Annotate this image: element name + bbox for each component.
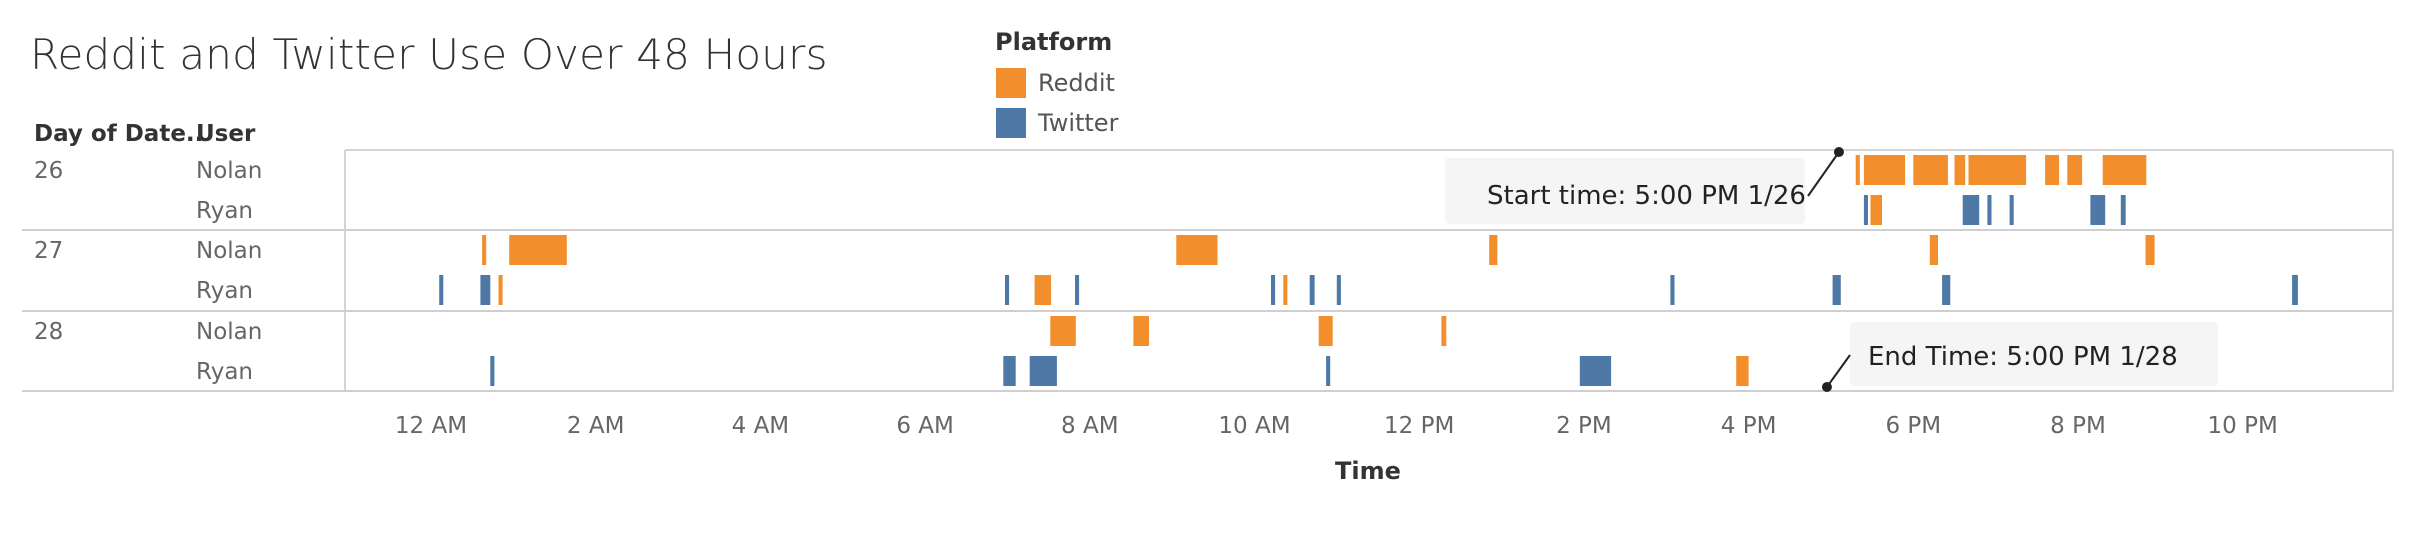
start-annotation-leader [1807, 151, 1840, 197]
session-bar-26-ryan-twitter-3 [2009, 195, 2014, 225]
session-bar-27-ryan-twitter-6 [1336, 275, 1341, 305]
start-annotation-dot [1833, 147, 1844, 157]
day-label-26: 26 [34, 158, 63, 184]
session-bar-27-nolan-reddit-0 [482, 235, 487, 265]
legend-label-twitter: Twitter [1038, 109, 1119, 137]
user-label-27-ryan: Ryan [196, 278, 253, 304]
session-bar-27-ryan-twitter-3 [1075, 275, 1080, 305]
legend-swatch-twitter [996, 108, 1026, 138]
session-bar-26-ryan-twitter-5 [2120, 195, 2126, 225]
session-bar-26-ryan-twitter-1 [1962, 195, 1980, 225]
x-tick-12-pm: 12 PM [1384, 413, 1454, 439]
header-user: User [196, 121, 256, 147]
session-bar-27-nolan-reddit-5 [2145, 235, 2155, 265]
session-bar-26-nolan-reddit-0 [1855, 155, 1860, 185]
x-tick-2-am: 2 AM [567, 413, 625, 439]
session-bar-27-ryan-twitter-0 [439, 275, 444, 305]
session-bar-28-ryan-reddit-0 [1736, 356, 1749, 386]
user-label-26-nolan: Nolan [196, 158, 262, 184]
session-bar-28-nolan-reddit-0 [1050, 316, 1076, 346]
end-annotation-box [1850, 322, 2218, 386]
session-bar-26-nolan-reddit-1 [1863, 155, 1906, 185]
session-bar-27-ryan-twitter-7 [1670, 275, 1675, 305]
x-tick-12-am: 12 AM [395, 413, 467, 439]
session-bar-27-nolan-reddit-2 [1176, 235, 1218, 265]
x-tick-6-pm: 6 PM [1885, 413, 1941, 439]
session-bar-26-nolan-reddit-4 [1968, 155, 2027, 185]
session-bar-27-ryan-reddit-1 [1034, 275, 1052, 305]
end-annotation-text: End Time: 5:00 PM 1/28 [1868, 342, 2178, 372]
x-tick-6-am: 6 AM [896, 413, 954, 439]
x-tick-10-pm: 10 PM [2208, 413, 2278, 439]
header-day-of-date: Day of Date.. [34, 121, 203, 147]
session-bar-27-ryan-twitter-4 [1271, 275, 1276, 305]
session-bar-27-ryan-twitter-1 [480, 275, 491, 305]
session-bar-27-ryan-reddit-0 [498, 275, 503, 305]
session-bar-26-ryan-twitter-0 [1863, 195, 1868, 225]
x-tick-2-pm: 2 PM [1556, 413, 1612, 439]
session-bar-27-nolan-reddit-1 [509, 235, 567, 265]
session-bar-26-ryan-twitter-4 [2090, 195, 2106, 225]
x-tick-8-pm: 8 PM [2050, 413, 2106, 439]
session-bar-26-nolan-reddit-6 [2067, 155, 2083, 185]
day-label-27: 27 [34, 238, 63, 264]
session-bar-27-ryan-reddit-2 [1283, 275, 1288, 305]
session-bar-27-nolan-reddit-4 [1929, 235, 1938, 265]
day-label-28: 28 [34, 319, 63, 345]
session-bar-26-ryan-twitter-2 [1987, 195, 1992, 225]
legend-item-twitter[interactable]: Twitter [996, 108, 1118, 138]
legend-item-reddit[interactable]: Reddit [996, 68, 1115, 98]
x-tick-8-am: 8 AM [1061, 413, 1119, 439]
session-bar-28-ryan-twitter-0 [490, 356, 495, 386]
session-bar-27-ryan-twitter-9 [1942, 275, 1951, 305]
end-annotation-leader [1826, 354, 1851, 388]
x-tick-4-am: 4 AM [732, 413, 790, 439]
start-annotation-text: Start time: 5:00 PM 1/26 [1487, 181, 1806, 211]
end-annotation-dot [1821, 382, 1832, 392]
session-bar-26-nolan-reddit-5 [2045, 155, 2060, 185]
session-bar-27-ryan-twitter-5 [1309, 275, 1315, 305]
session-bar-26-nolan-reddit-2 [1913, 155, 1948, 185]
user-label-27-nolan: Nolan [196, 238, 262, 264]
legend-title: Platform [995, 28, 1113, 56]
legend-label-reddit: Reddit [1038, 69, 1115, 97]
session-bar-28-ryan-twitter-1 [1003, 356, 1016, 386]
session-bar-26-nolan-reddit-3 [1954, 155, 1966, 185]
session-bar-28-ryan-twitter-2 [1029, 356, 1057, 386]
session-bar-26-ryan-reddit-0 [1870, 195, 1882, 225]
chart-title: Reddit and Twitter Use Over 48 Hours [30, 30, 828, 79]
x-tick-10-am: 10 AM [1218, 413, 1290, 439]
x-tick-4-pm: 4 PM [1721, 413, 1777, 439]
session-bar-28-nolan-reddit-3 [1441, 316, 1447, 346]
user-label-28-ryan: Ryan [196, 359, 253, 385]
session-bar-28-ryan-twitter-4 [1579, 356, 1612, 386]
session-bar-26-nolan-reddit-7 [2102, 155, 2147, 185]
legend-swatch-reddit [996, 68, 1026, 98]
session-bar-28-ryan-twitter-3 [1326, 356, 1331, 386]
user-label-28-nolan: Nolan [196, 319, 262, 345]
session-bar-28-nolan-reddit-2 [1318, 316, 1333, 346]
session-bar-27-ryan-twitter-2 [1005, 275, 1010, 305]
user-label-26-ryan: Ryan [196, 198, 253, 224]
start-annotation-box [1445, 158, 1805, 224]
session-bar-27-ryan-twitter-10 [2292, 275, 2298, 305]
session-bar-27-ryan-twitter-8 [1832, 275, 1841, 305]
x-axis-title: Time [1335, 457, 1401, 485]
session-bar-27-nolan-reddit-3 [1489, 235, 1498, 265]
session-bar-28-nolan-reddit-1 [1133, 316, 1149, 346]
